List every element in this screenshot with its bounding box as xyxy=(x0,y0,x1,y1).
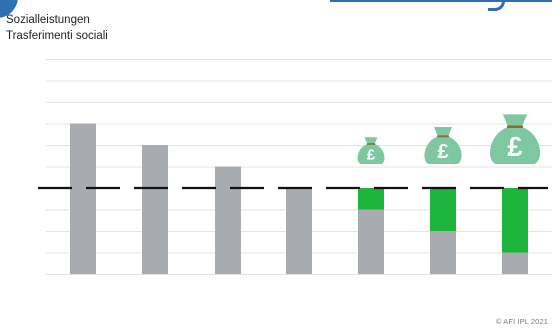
pound-sign-icon: £ xyxy=(437,141,449,163)
bar-negative-gray xyxy=(502,252,528,274)
chart-title: Sozialleistungen Trasferimenti sociali xyxy=(6,12,108,44)
bag-body xyxy=(424,136,462,164)
bar-negative-gray xyxy=(358,209,384,274)
bar-negative-green xyxy=(358,188,384,210)
chart-title-line-1: Sozialleistungen xyxy=(6,14,90,26)
bar-negative-green xyxy=(430,188,456,231)
bag-tie xyxy=(366,143,376,145)
chart-title-line-2: Trasferimenti sociali xyxy=(6,30,108,42)
bar-negative-gray xyxy=(430,231,456,274)
money-bag-pound-icon: £ xyxy=(424,127,462,164)
money-bag-pound-icon: £ xyxy=(489,114,541,164)
bar-negative-gray xyxy=(286,188,312,274)
bar-negative-gray xyxy=(142,188,168,274)
bag-neck xyxy=(502,114,528,129)
bag-neck xyxy=(364,137,378,145)
bag-body xyxy=(357,144,385,164)
money-bags: £ £ £ xyxy=(357,114,541,164)
brand-swoosh xyxy=(488,0,505,11)
bar-positive xyxy=(142,145,168,188)
money-bag-pound-icon: £ xyxy=(357,137,385,164)
copyright-footer: © AFI IPL 2021 xyxy=(495,317,548,326)
brand-top-rule xyxy=(330,0,552,2)
bar-positive xyxy=(215,166,241,188)
pound-sign-icon: £ xyxy=(507,131,522,162)
bag-tie xyxy=(436,135,450,138)
bag-neck xyxy=(433,127,453,138)
bars xyxy=(70,123,528,274)
bar-negative-green xyxy=(502,188,528,253)
bag-body xyxy=(489,127,541,164)
bar-negative-gray xyxy=(215,188,241,274)
bar-positive xyxy=(70,123,96,188)
bag-tie xyxy=(506,125,524,129)
pound-sign-icon: £ xyxy=(367,148,376,164)
bar-negative-gray xyxy=(70,188,96,274)
